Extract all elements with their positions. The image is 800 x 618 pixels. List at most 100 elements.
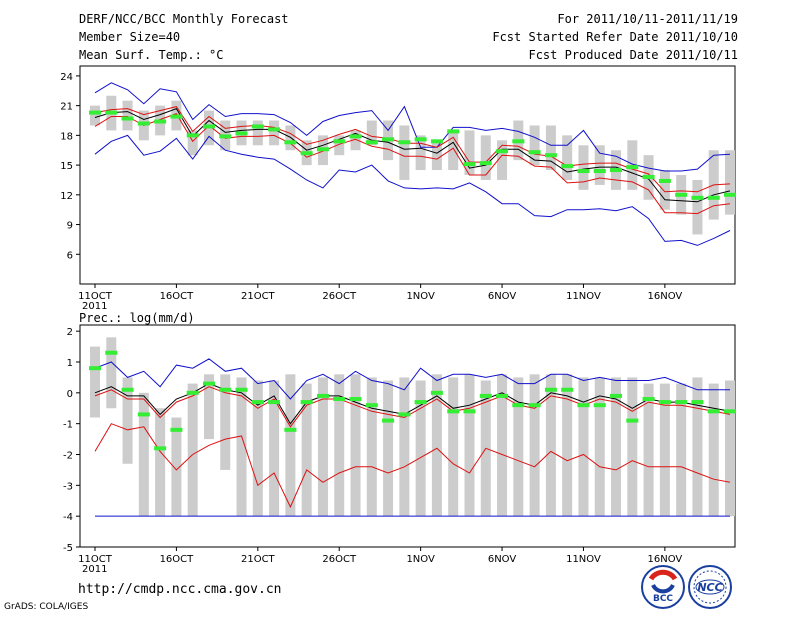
observed-marker <box>675 400 688 405</box>
y-tick-label: 15 <box>60 161 73 172</box>
ensemble-box <box>399 125 410 180</box>
observed-marker <box>251 124 264 129</box>
ensemble-box <box>366 120 377 146</box>
observed-marker <box>561 387 574 392</box>
ensemble-box <box>187 383 198 517</box>
median-line <box>94 383 731 425</box>
ensemble-box <box>415 380 426 517</box>
observed-marker <box>414 137 427 142</box>
observed-marker <box>333 397 346 401</box>
observed-marker <box>414 400 427 405</box>
y-tick-label: -4 <box>63 512 73 523</box>
y-tick-label: -5 <box>63 543 73 554</box>
band-low-line <box>94 423 731 509</box>
ensemble-box <box>725 380 735 517</box>
observed-marker <box>154 119 167 124</box>
ensemble-box <box>562 374 573 517</box>
observed-marker <box>724 192 736 197</box>
ensemble-box <box>138 392 149 517</box>
ensemble-box <box>659 383 670 517</box>
ncc-logo: NCC <box>688 565 732 609</box>
ensemble-box <box>480 135 491 180</box>
observed-marker <box>398 140 411 145</box>
ensemble-box <box>155 408 166 517</box>
observed-marker <box>382 418 395 423</box>
ensemble-box <box>448 377 459 517</box>
band-high-line <box>94 106 731 193</box>
observed-marker <box>186 133 199 138</box>
x-tick-label: 26OCT <box>322 291 357 302</box>
source-url: http://cmdp.ncc.cma.gov.cn <box>78 582 282 597</box>
x-tick-label: 11NOV <box>566 291 601 302</box>
observed-marker <box>561 164 574 169</box>
observed-marker <box>463 409 476 414</box>
observed-marker <box>89 110 101 115</box>
observed-marker <box>202 381 215 386</box>
y-tick-label: 2 <box>67 327 73 338</box>
observed-marker <box>691 195 704 200</box>
y-tick-label: -3 <box>63 481 73 492</box>
observed-marker <box>365 140 378 145</box>
ensemble-box <box>252 120 263 146</box>
ensemble-box <box>545 125 556 171</box>
ensemble-box <box>562 135 573 180</box>
ensemble-box <box>106 337 117 409</box>
ensemble-box <box>90 105 100 126</box>
envelope-low-line <box>94 134 731 246</box>
y-tick-label: 24 <box>60 72 73 83</box>
x-tick-label: 16OCT <box>160 291 195 302</box>
y-tick-label: 1 <box>67 358 73 369</box>
observed-marker <box>642 397 655 401</box>
x-tick-label: 16OCT <box>160 554 195 565</box>
x-tick-label: 21OCT <box>241 554 276 565</box>
ensemble-box <box>285 374 296 517</box>
ensemble-box <box>676 383 687 517</box>
observed-marker <box>707 195 720 200</box>
x-tick-label: 6NOV <box>488 291 517 302</box>
ensemble-box <box>725 150 735 215</box>
observed-marker <box>121 387 134 392</box>
bcc-logo-text: BCC <box>653 594 673 604</box>
observed-marker <box>675 192 688 197</box>
observed-marker <box>154 446 167 451</box>
forecast-start-label: Fcst Started Refer Date 2011/10/10 <box>492 30 738 44</box>
observed-marker <box>365 403 378 408</box>
band-low-line <box>94 112 731 215</box>
observed-marker <box>447 129 460 134</box>
ensemble-box <box>578 377 589 517</box>
ensemble-box <box>529 125 540 166</box>
ensemble-box <box>497 140 508 180</box>
variable-label: Mean Surf. Temp.: °C <box>79 48 224 62</box>
x-tick-label: 11OCT <box>78 554 113 565</box>
x-tick-label: 21OCT <box>241 291 276 302</box>
y-tick-label: 9 <box>67 221 73 232</box>
observed-marker <box>544 387 557 392</box>
x-tick-label: 1NOV <box>406 554 435 565</box>
median-line <box>94 107 731 203</box>
ensemble-box <box>415 135 426 171</box>
chart-title: DERF/NCC/BCC Monthly Forecast <box>79 12 289 26</box>
grads-credit: GrADS: COLA/IGES <box>4 602 89 612</box>
observed-marker <box>626 418 639 423</box>
ensemble-box <box>90 346 100 418</box>
band-high-line <box>94 386 731 428</box>
ensemble-box <box>578 145 589 190</box>
forecast-produced-label: Fcst Produced Date 2011/10/11 <box>528 48 738 62</box>
observed-marker <box>316 147 329 152</box>
envelope-high-line <box>94 82 731 172</box>
y-tick-label: 12 <box>60 191 73 202</box>
member-size-label: Member Size=40 <box>79 30 181 44</box>
ensemble-box <box>187 130 198 156</box>
ensemble-box <box>317 377 328 517</box>
observed-marker <box>610 393 623 398</box>
observed-marker <box>137 121 150 126</box>
y-tick-label: 6 <box>67 250 73 261</box>
x-tick-label: 1NOV <box>406 291 435 302</box>
observed-marker <box>121 116 134 121</box>
ensemble-box <box>611 377 622 517</box>
observed-marker <box>251 400 264 405</box>
observed-marker <box>89 366 101 371</box>
observed-marker <box>105 110 118 115</box>
y-tick-label: 0 <box>67 389 73 400</box>
